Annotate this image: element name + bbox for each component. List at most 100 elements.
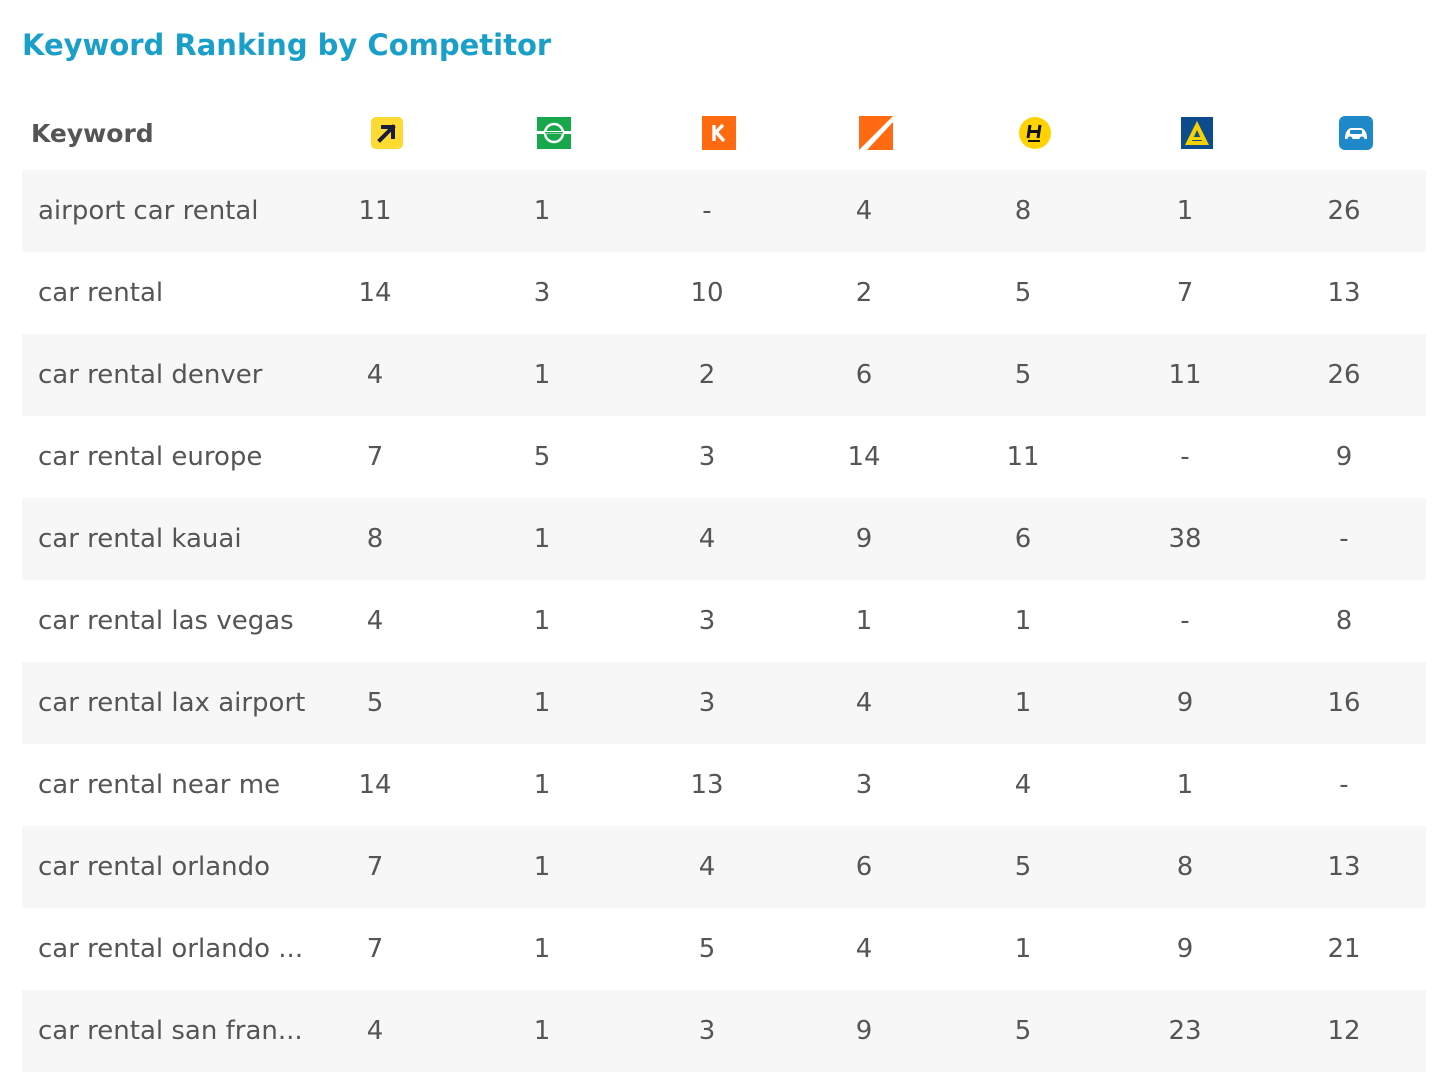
rank-cell: 13 bbox=[1327, 278, 1361, 308]
table-row: car rental near me 14 1 13 3 4 1 - bbox=[22, 744, 1426, 826]
rank-cell: 1 bbox=[533, 852, 551, 882]
rank-cell: 7 bbox=[366, 934, 384, 964]
rank-cell: 13 bbox=[1327, 852, 1361, 882]
rank-cell: 9 bbox=[855, 1016, 873, 1046]
rank-cell: - bbox=[702, 196, 712, 226]
rank-cell: 5 bbox=[366, 688, 384, 718]
rank-cell: 1 bbox=[533, 606, 551, 636]
table-row: car rental europe 7 5 3 14 11 - 9 bbox=[22, 416, 1426, 498]
rank-cell: 14 bbox=[358, 278, 392, 308]
rank-cell: 9 bbox=[855, 524, 873, 554]
rank-cell: 7 bbox=[1176, 278, 1194, 308]
rank-cell: 3 bbox=[698, 688, 716, 718]
rank-cell: 26 bbox=[1327, 360, 1361, 390]
competitor-column-header[interactable] bbox=[1291, 96, 1421, 170]
enterprise-e-icon bbox=[537, 116, 571, 150]
rank-cell: 5 bbox=[1014, 1016, 1032, 1046]
rank-cell: 9 bbox=[1176, 934, 1194, 964]
rank-cell: 1 bbox=[533, 196, 551, 226]
competitor-column-header[interactable] bbox=[1132, 96, 1262, 170]
kayak-k-icon bbox=[702, 116, 736, 150]
keyword-cell: car rental las vegas bbox=[38, 606, 294, 636]
table-row: car rental orlando ... 7 1 5 4 1 9 21 bbox=[22, 908, 1426, 990]
rank-cell: 1 bbox=[533, 934, 551, 964]
rank-cell: 21 bbox=[1327, 934, 1361, 964]
rank-cell: 16 bbox=[1327, 688, 1361, 718]
rank-cell: 8 bbox=[1176, 852, 1194, 882]
rank-cell: 11 bbox=[1006, 442, 1040, 472]
rank-cell: 2 bbox=[855, 278, 873, 308]
table-row: airport car rental 11 1-4 8 1 26 bbox=[22, 170, 1426, 252]
rank-cell: 9 bbox=[1335, 442, 1353, 472]
rank-cell: 8 bbox=[366, 524, 384, 554]
keyword-cell: car rental near me bbox=[38, 770, 281, 800]
rank-cell: 13 bbox=[690, 770, 724, 800]
keyword-cell: car rental san fran... bbox=[38, 1016, 303, 1046]
rank-cell: 1 bbox=[533, 770, 551, 800]
rank-cell: 1 bbox=[533, 360, 551, 390]
rank-cell: 5 bbox=[1014, 278, 1032, 308]
keyword-cell: car rental europe bbox=[38, 442, 263, 472]
rank-cell: 11 bbox=[358, 196, 392, 226]
keyword-cell: car rental bbox=[38, 278, 164, 308]
keyword-cell: car rental orlando ... bbox=[38, 934, 304, 964]
rank-cell: 3 bbox=[698, 442, 716, 472]
table-row: car rental kauai 8 1 4 9 6 38 - bbox=[22, 498, 1426, 580]
rank-cell: 3 bbox=[698, 1016, 716, 1046]
rank-cell: 7 bbox=[366, 442, 384, 472]
rank-cell: 7 bbox=[366, 852, 384, 882]
rank-cell: 1 bbox=[1176, 196, 1194, 226]
keyword-cell: car rental orlando bbox=[38, 852, 271, 882]
rank-cell: 38 bbox=[1168, 524, 1202, 554]
rank-cell: 23 bbox=[1168, 1016, 1202, 1046]
keyword-cell: car rental denver bbox=[38, 360, 263, 390]
table-header-row: Keyword bbox=[22, 96, 1426, 170]
table-row: car rental 14 3 10 2 5 7 13 bbox=[22, 252, 1426, 334]
rank-cell: 10 bbox=[690, 278, 724, 308]
rank-cell: 14 bbox=[358, 770, 392, 800]
keyword-cell: airport car rental bbox=[38, 196, 259, 226]
rank-cell: 11 bbox=[1168, 360, 1202, 390]
keyword-column-header[interactable]: Keyword bbox=[31, 118, 154, 148]
rank-cell: - bbox=[1339, 524, 1349, 554]
hertz-h-icon bbox=[1018, 116, 1052, 150]
keyword-ranking-table: Keyword airport car rental 11 1-4 8 1 26 car r… bbox=[22, 96, 1426, 1072]
rank-cell: 8 bbox=[1014, 196, 1032, 226]
competitor-column-header[interactable] bbox=[970, 96, 1100, 170]
rank-cell: 8 bbox=[1335, 606, 1353, 636]
rank-cell: 4 bbox=[1014, 770, 1032, 800]
rank-cell: 4 bbox=[366, 1016, 384, 1046]
rank-cell: 1 bbox=[1014, 606, 1032, 636]
rank-cell: 3 bbox=[855, 770, 873, 800]
competitor-column-header[interactable] bbox=[654, 96, 784, 170]
expedia-arrow-icon bbox=[370, 116, 404, 150]
rank-cell: 6 bbox=[855, 852, 873, 882]
rank-cell: 5 bbox=[1014, 852, 1032, 882]
rank-cell: 5 bbox=[698, 934, 716, 964]
rank-cell: 1 bbox=[1176, 770, 1194, 800]
keyword-cell: car rental lax airport bbox=[38, 688, 306, 718]
competitor-column-header[interactable] bbox=[811, 96, 941, 170]
rank-cell: - bbox=[1339, 770, 1349, 800]
page-title: Keyword Ranking by Competitor bbox=[22, 28, 552, 62]
rank-cell: 14 bbox=[847, 442, 881, 472]
table-row: car rental lax airport 5 1 3 4 1 9 16 bbox=[22, 662, 1426, 744]
rank-cell: 6 bbox=[855, 360, 873, 390]
table-row: car rental las vegas 4 1 3 1 1 - 8 bbox=[22, 580, 1426, 662]
rank-cell: 3 bbox=[698, 606, 716, 636]
blue-car-icon bbox=[1339, 116, 1373, 150]
table-row: car rental denver 4 1 2 6 5 11 26 bbox=[22, 334, 1426, 416]
rank-cell: 1 bbox=[533, 688, 551, 718]
rank-cell: 4 bbox=[698, 852, 716, 882]
table-row: car rental san fran... 4 1 3 9 5 23 12 bbox=[22, 990, 1426, 1072]
competitor-column-header[interactable] bbox=[322, 96, 452, 170]
rank-cell: 4 bbox=[855, 688, 873, 718]
rank-cell: 4 bbox=[366, 606, 384, 636]
table-row: car rental orlando 7 1 4 6 5 8 13 bbox=[22, 826, 1426, 908]
rank-cell: 4 bbox=[366, 360, 384, 390]
competitor-column-header[interactable] bbox=[489, 96, 619, 170]
rank-cell: 1 bbox=[533, 524, 551, 554]
rank-cell: 1 bbox=[1014, 688, 1032, 718]
keyword-cell: car rental kauai bbox=[38, 524, 242, 554]
rank-cell: 2 bbox=[698, 360, 716, 390]
